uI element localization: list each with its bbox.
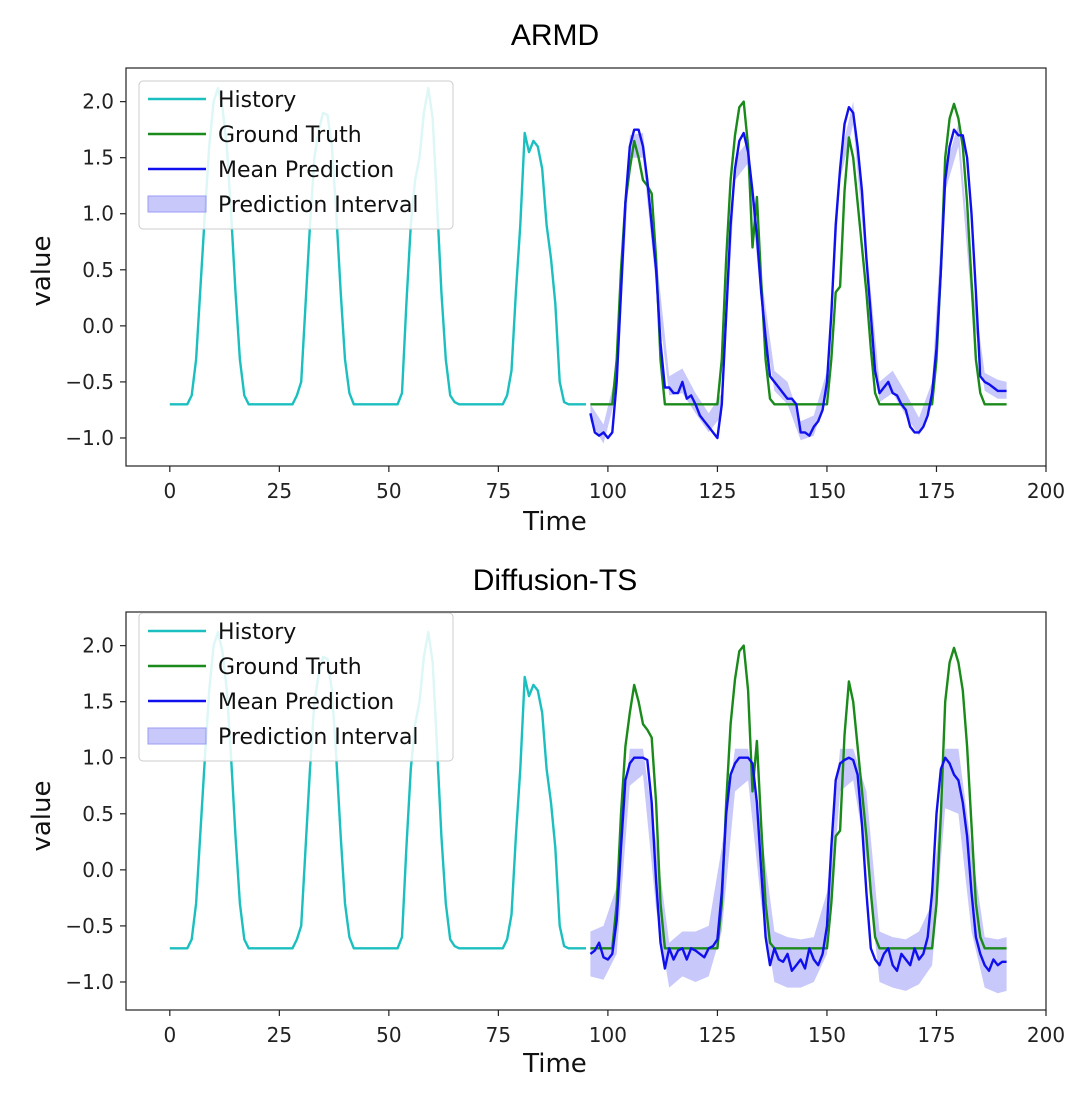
series-mean-prediction-line xyxy=(589,756,1007,972)
legend-label-history: History xyxy=(218,620,296,645)
x-tick-label: 50 xyxy=(376,479,401,503)
legend-label-prediction-interval: Prediction Interval xyxy=(218,725,419,750)
series-prediction-interval-band xyxy=(590,748,1007,994)
x-axis-label: Time xyxy=(522,1049,587,1079)
armd-plot: ARMD Time value 0 25 50 75 100 125 150 175 200 2.… xyxy=(27,19,1065,537)
legend-label-mean-prediction: Mean Prediction xyxy=(218,158,394,183)
x-tick-label: 75 xyxy=(486,1023,511,1047)
y-tick-label: −0.5 xyxy=(65,914,114,938)
x-tick-label: 200 xyxy=(1027,479,1065,503)
chart-title: ARMD xyxy=(511,19,599,52)
series-mean-prediction-line xyxy=(589,105,1007,440)
y-tick-label: 0.0 xyxy=(82,858,114,882)
legend-box xyxy=(138,80,454,230)
legend-swatch-prediction-interval xyxy=(147,727,207,745)
x-tick-label: 0 xyxy=(163,1023,176,1047)
diffusion-ts-plot: Diffusion-TS Time value 0 25 50 75 100 125 150… xyxy=(27,564,1065,1079)
y-tick-label: 1.0 xyxy=(82,746,114,770)
y-tick-label: 0.5 xyxy=(82,258,114,282)
x-tick-label: 25 xyxy=(267,479,292,503)
x-tick-label: 125 xyxy=(698,1023,736,1047)
x-tick-label: 75 xyxy=(486,479,511,503)
x-tick-label: 175 xyxy=(917,479,955,503)
series-prediction-interval-band xyxy=(590,101,1007,444)
plot-area: 0 25 50 75 100 125 150 175 200 2.0 1.5 1.0 0.5 0.0 −0.… xyxy=(65,67,1065,503)
legend-label-mean-prediction: Mean Prediction xyxy=(218,690,394,715)
x-tick-label: 125 xyxy=(698,479,736,503)
x-tick-label: 0 xyxy=(163,479,176,503)
x-tick-label: 175 xyxy=(917,1023,955,1047)
legend-label-history: History xyxy=(218,88,296,113)
x-tick-label: 25 xyxy=(267,1023,292,1047)
y-tick-label: 0.5 xyxy=(82,802,114,826)
legend: History Ground Truth Mean Prediction Predic… xyxy=(138,612,454,762)
y-axis-label: value xyxy=(27,780,57,851)
series-ground-truth-line xyxy=(590,644,1007,950)
y-tick-label: −1.0 xyxy=(65,970,114,994)
x-tick-label: 150 xyxy=(808,1023,846,1047)
legend-label-prediction-interval: Prediction Interval xyxy=(218,193,419,218)
y-tick-label: 1.5 xyxy=(82,146,114,170)
y-tick-label: −0.5 xyxy=(65,370,114,394)
y-tick-label: −1.0 xyxy=(65,426,114,450)
chart-title: Diffusion-TS xyxy=(473,564,638,597)
plot-frame xyxy=(125,67,1047,467)
legend-label-ground-truth: Ground Truth xyxy=(218,655,362,680)
x-axis-label: Time xyxy=(522,507,587,537)
plot-area: 0 25 50 75 100 125 150 175 200 2.0 1.5 1.0 0.5 0.0 −0.… xyxy=(65,611,1065,1047)
x-tick-label: 50 xyxy=(376,1023,401,1047)
legend-box xyxy=(138,612,454,762)
y-axis-label: value xyxy=(27,235,57,306)
x-tick-label: 100 xyxy=(589,479,627,503)
y-tick-label: 0.0 xyxy=(82,314,114,338)
x-tick-label: 200 xyxy=(1027,1023,1065,1047)
legend-label-ground-truth: Ground Truth xyxy=(218,123,362,148)
y-tick-label: 1.5 xyxy=(82,690,114,714)
legend: History Ground Truth Mean Prediction Predic… xyxy=(138,80,454,230)
x-tick-label: 100 xyxy=(589,1023,627,1047)
plot-frame xyxy=(125,611,1047,1011)
x-tick-label: 150 xyxy=(808,479,846,503)
y-tick-label: 1.0 xyxy=(82,202,114,226)
y-tick-label: 2.0 xyxy=(82,634,114,658)
y-tick-label: 2.0 xyxy=(82,90,114,114)
legend-swatch-prediction-interval xyxy=(147,195,207,213)
